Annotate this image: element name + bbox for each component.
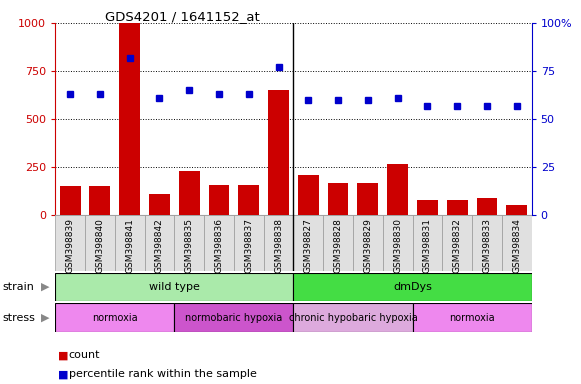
Text: GSM398831: GSM398831 xyxy=(423,218,432,273)
Text: GSM398832: GSM398832 xyxy=(453,218,462,273)
FancyBboxPatch shape xyxy=(502,215,532,271)
Text: GDS4201 / 1641152_at: GDS4201 / 1641152_at xyxy=(105,10,259,23)
FancyBboxPatch shape xyxy=(293,215,323,271)
Text: GSM398827: GSM398827 xyxy=(304,218,313,273)
Text: ■: ■ xyxy=(58,350,69,360)
FancyBboxPatch shape xyxy=(174,215,204,271)
Bar xyxy=(447,200,468,215)
FancyBboxPatch shape xyxy=(353,215,383,271)
FancyBboxPatch shape xyxy=(234,215,264,271)
Text: percentile rank within the sample: percentile rank within the sample xyxy=(69,369,256,379)
FancyBboxPatch shape xyxy=(442,215,472,271)
FancyBboxPatch shape xyxy=(413,303,532,332)
FancyBboxPatch shape xyxy=(204,215,234,271)
Text: GSM398836: GSM398836 xyxy=(214,218,224,273)
Text: normoxia: normoxia xyxy=(449,313,495,323)
Text: GSM398829: GSM398829 xyxy=(363,218,372,273)
Text: ▶: ▶ xyxy=(41,282,49,292)
FancyBboxPatch shape xyxy=(55,303,174,332)
FancyBboxPatch shape xyxy=(472,215,502,271)
Bar xyxy=(179,171,200,215)
Bar xyxy=(268,90,289,215)
Bar xyxy=(238,185,259,215)
Bar xyxy=(89,186,110,215)
FancyBboxPatch shape xyxy=(293,273,532,301)
Bar xyxy=(328,184,349,215)
Text: GSM398841: GSM398841 xyxy=(125,218,134,273)
Text: stress: stress xyxy=(3,313,36,323)
FancyBboxPatch shape xyxy=(55,215,85,271)
Text: normoxia: normoxia xyxy=(92,313,138,323)
Bar xyxy=(298,175,319,215)
FancyBboxPatch shape xyxy=(323,215,353,271)
Bar xyxy=(476,198,497,215)
Text: GSM398834: GSM398834 xyxy=(512,218,521,273)
Text: ■: ■ xyxy=(58,369,69,379)
Bar xyxy=(60,186,81,215)
Bar xyxy=(357,184,378,215)
Text: strain: strain xyxy=(3,282,35,292)
Text: ▶: ▶ xyxy=(41,313,49,323)
FancyBboxPatch shape xyxy=(293,303,413,332)
FancyBboxPatch shape xyxy=(383,215,413,271)
Text: normobaric hypoxia: normobaric hypoxia xyxy=(185,313,282,323)
Text: GSM398835: GSM398835 xyxy=(185,218,193,273)
Text: chronic hypobaric hypoxia: chronic hypobaric hypoxia xyxy=(289,313,417,323)
Bar xyxy=(417,200,438,215)
Text: GSM398837: GSM398837 xyxy=(244,218,253,273)
Bar xyxy=(209,185,229,215)
FancyBboxPatch shape xyxy=(85,215,115,271)
Bar xyxy=(387,164,408,215)
Text: GSM398830: GSM398830 xyxy=(393,218,402,273)
Text: GSM398833: GSM398833 xyxy=(482,218,492,273)
FancyBboxPatch shape xyxy=(174,303,293,332)
FancyBboxPatch shape xyxy=(413,215,442,271)
Bar xyxy=(506,205,527,215)
Text: GSM398840: GSM398840 xyxy=(95,218,105,273)
Text: wild type: wild type xyxy=(149,282,200,292)
Text: GSM398842: GSM398842 xyxy=(155,218,164,273)
FancyBboxPatch shape xyxy=(264,215,293,271)
Bar xyxy=(119,23,140,215)
Text: GSM398839: GSM398839 xyxy=(66,218,74,273)
Text: GSM398828: GSM398828 xyxy=(333,218,343,273)
FancyBboxPatch shape xyxy=(55,273,293,301)
Bar xyxy=(149,194,170,215)
FancyBboxPatch shape xyxy=(115,215,145,271)
Text: GSM398838: GSM398838 xyxy=(274,218,283,273)
FancyBboxPatch shape xyxy=(145,215,174,271)
Text: count: count xyxy=(69,350,100,360)
Text: dmDys: dmDys xyxy=(393,282,432,292)
